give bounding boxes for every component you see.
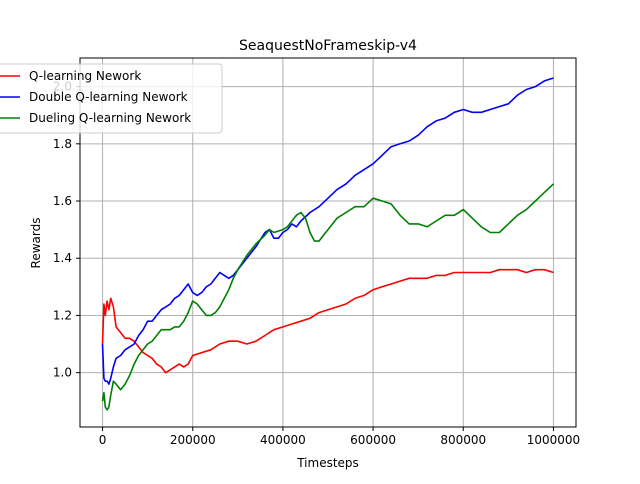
x-tick-label: 600000 — [350, 433, 396, 447]
y-axis-label: Rewards — [29, 218, 43, 269]
x-tick-label: 400000 — [260, 433, 306, 447]
tick-layer: 0 200000 400000 600000 800000 1000000 1.0 1.2 1.… — [53, 80, 580, 447]
plot-frame — [79, 57, 577, 428]
legend: Q-learning Nework Double Q-learning Newor… — [0, 63, 223, 134]
grid-layer — [80, 58, 576, 427]
y-tick-label: 1.0 — [53, 366, 72, 380]
y-tick-label: 1.2 — [53, 308, 72, 322]
series-layer — [101, 77, 555, 411]
legend-label: Q-learning Nework — [29, 69, 141, 83]
y-tick-label: 1.4 — [53, 251, 72, 265]
y-tick-label: 1.8 — [53, 137, 72, 151]
x-tick-label: 200000 — [170, 433, 216, 447]
chart-title: SeaquestNoFrameskip-v4 — [239, 38, 417, 54]
series-line-3 — [101, 183, 555, 411]
series-line-1 — [101, 268, 554, 374]
legend-label: Double Q-learning Nework — [29, 90, 188, 104]
x-axis-label: Timesteps — [296, 456, 359, 470]
y-tick-label: 1.6 — [53, 194, 72, 208]
legend-box — [0, 63, 223, 134]
x-tick-label: 1000000 — [527, 433, 580, 447]
legend-label: Dueling Q-learning Nework — [29, 111, 191, 125]
x-tick-label: 800000 — [440, 433, 486, 447]
x-tick-label: 0 — [99, 433, 107, 447]
